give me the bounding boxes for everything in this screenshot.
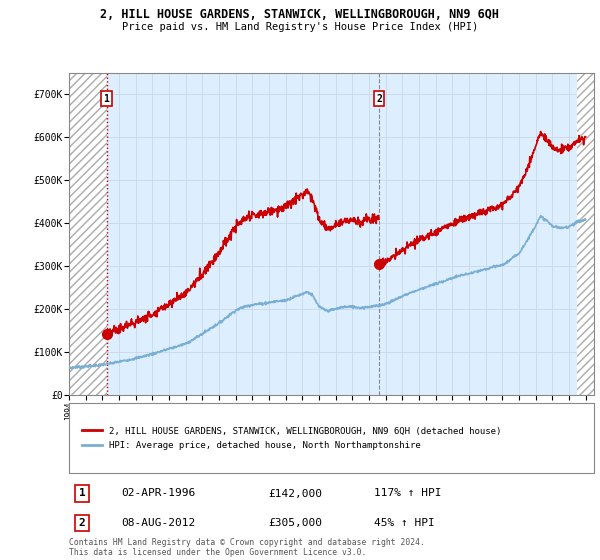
Text: £142,000: £142,000 xyxy=(269,488,323,498)
Bar xyxy=(69,73,107,395)
Text: 1: 1 xyxy=(104,94,109,104)
Text: 02-APR-1996: 02-APR-1996 xyxy=(121,488,196,498)
Text: 2: 2 xyxy=(376,94,382,104)
Text: £305,000: £305,000 xyxy=(269,518,323,528)
Bar xyxy=(577,73,594,395)
Text: 2: 2 xyxy=(79,518,86,528)
Text: 1: 1 xyxy=(79,488,86,498)
Text: 45% ↑ HPI: 45% ↑ HPI xyxy=(373,518,434,528)
Text: 2, HILL HOUSE GARDENS, STANWICK, WELLINGBOROUGH, NN9 6QH: 2, HILL HOUSE GARDENS, STANWICK, WELLING… xyxy=(101,8,499,21)
Text: 117% ↑ HPI: 117% ↑ HPI xyxy=(373,488,441,498)
Text: Price paid vs. HM Land Registry's House Price Index (HPI): Price paid vs. HM Land Registry's House … xyxy=(122,22,478,32)
Legend: 2, HILL HOUSE GARDENS, STANWICK, WELLINGBOROUGH, NN9 6QH (detached house), HPI: : 2, HILL HOUSE GARDENS, STANWICK, WELLING… xyxy=(79,423,505,454)
Text: 08-AUG-2012: 08-AUG-2012 xyxy=(121,518,196,528)
Text: Contains HM Land Registry data © Crown copyright and database right 2024.
This d: Contains HM Land Registry data © Crown c… xyxy=(69,538,425,557)
